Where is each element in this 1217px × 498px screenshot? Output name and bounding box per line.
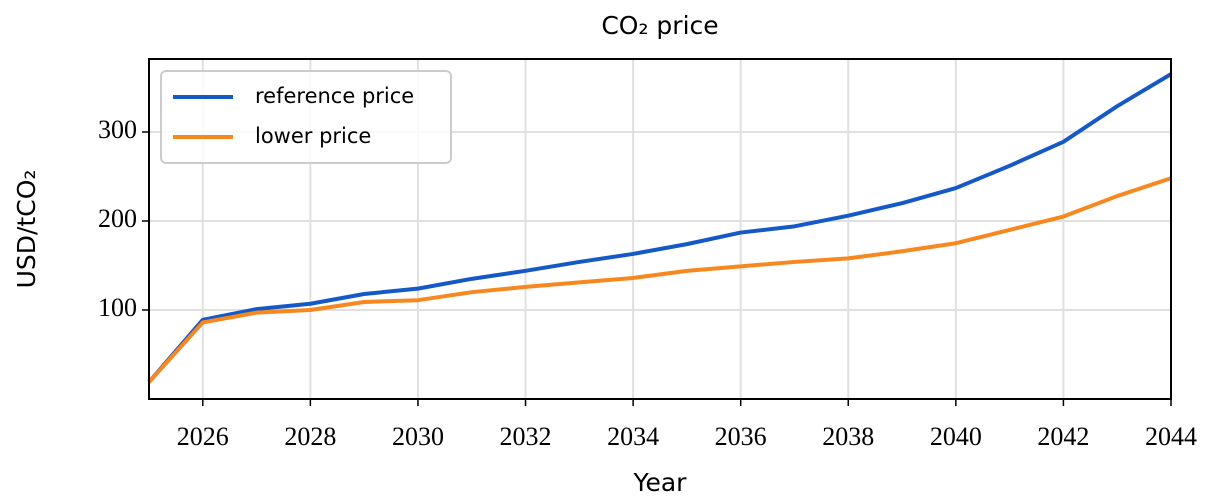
x-tick-label: 2026 [177, 422, 229, 451]
x-tick-label: 2028 [284, 422, 336, 451]
x-tick-label: 2030 [392, 422, 444, 451]
line [147, 72, 1173, 384]
x-tick-label: 2040 [930, 422, 982, 451]
plot-frame [148, 58, 1172, 400]
legend-label: reference price [255, 84, 414, 108]
x-tick-label: 2034 [607, 422, 659, 451]
x-axis-label: Year [633, 468, 688, 497]
x-tick-label: 2042 [1037, 422, 1089, 451]
x-tick-label: 2044 [1145, 422, 1197, 451]
legend-label: lower price [255, 124, 371, 148]
legend-box [160, 70, 452, 164]
chart-title: CO₂ price [601, 11, 718, 40]
y-tick-label: 200 [98, 204, 137, 233]
x-tick-label: 2032 [500, 422, 552, 451]
y-tick-label: 100 [98, 293, 137, 322]
y-axis-label: USD/tCO₂ [12, 170, 41, 289]
line [147, 176, 1172, 384]
x-tick-label: 2038 [822, 422, 874, 451]
y-tick-label: 300 [98, 115, 137, 144]
x-tick-label: 2036 [715, 422, 767, 451]
